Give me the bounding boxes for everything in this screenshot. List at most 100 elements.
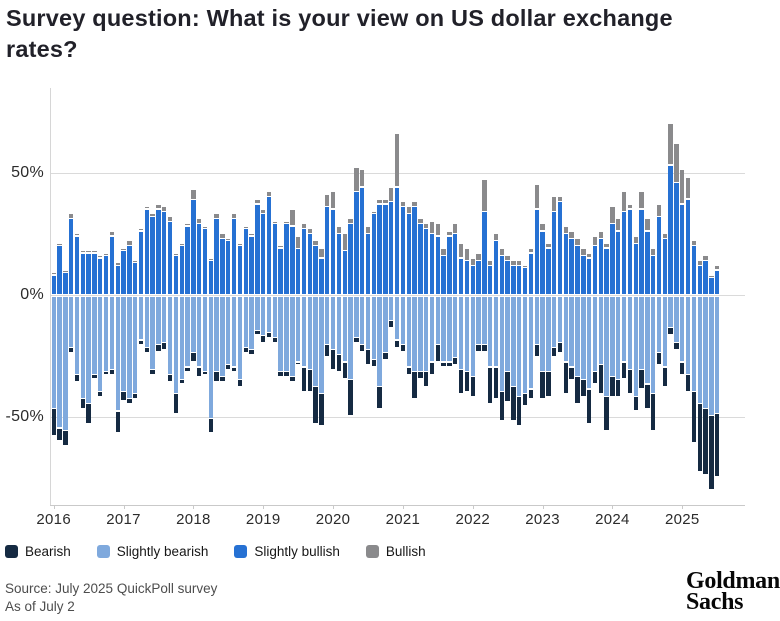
segment-slightly-bearish (464, 296, 470, 372)
segment-slightly-bullish (511, 265, 516, 294)
segment-bullish (394, 133, 400, 187)
segment-slightly-bullish (575, 246, 580, 294)
segment-bullish (261, 209, 266, 214)
segment-bullish (383, 199, 388, 204)
segment-bullish (429, 221, 435, 233)
segment-slightly-bearish (266, 296, 272, 332)
segment-slightly-bullish (255, 204, 260, 294)
segment-bearish (447, 362, 452, 367)
segment-bullish (418, 219, 423, 223)
segment-slightly-bearish (610, 296, 615, 377)
segment-bullish (592, 236, 598, 246)
segment-slightly-bullish (237, 246, 243, 294)
segment-slightly-bearish (284, 296, 289, 372)
bar-2023-03 (552, 0, 557, 621)
segment-bullish (74, 234, 80, 236)
segment-bullish (336, 226, 342, 233)
segment-bearish (453, 357, 458, 364)
segment-bullish (144, 207, 149, 209)
bar-2016-01 (51, 0, 56, 621)
x-tick-2025 (682, 505, 684, 509)
x-tick-label-2025: 2025 (664, 511, 700, 528)
segment-slightly-bullish (63, 273, 68, 294)
segment-bullish (313, 241, 318, 246)
segment-bullish (650, 248, 656, 255)
segment-bullish (109, 231, 115, 236)
segment-slightly-bullish (249, 236, 254, 294)
segment-bearish (616, 379, 621, 396)
segment-slightly-bearish (150, 296, 155, 369)
page-title: Survey question: What is your view on US… (6, 5, 673, 62)
segment-slightly-bullish (668, 165, 673, 294)
segment-slightly-bullish (394, 187, 400, 294)
segment-bearish (656, 352, 662, 364)
segment-slightly-bearish (127, 296, 132, 399)
bar-2021-06 (429, 0, 435, 621)
segment-slightly-bearish (144, 296, 149, 347)
segment-slightly-bearish (86, 296, 91, 403)
x-tick-label-2016: 2016 (36, 511, 71, 528)
bar-2018-10 (243, 0, 248, 621)
segment-slightly-bullish (150, 216, 155, 294)
segment-slightly-bullish (656, 216, 662, 294)
segment-slightly-bullish (68, 219, 74, 294)
segment-slightly-bearish (505, 296, 510, 372)
bar-2025-06 (709, 0, 714, 621)
segment-bullish (319, 248, 324, 258)
segment-slightly-bullish (645, 231, 650, 294)
segment-slightly-bullish (534, 209, 539, 294)
bar-2018-03 (202, 0, 208, 621)
segment-bullish (697, 260, 702, 265)
segment-slightly-bearish (569, 296, 574, 367)
segment-slightly-bullish (144, 209, 149, 294)
bar-2019-12 (325, 0, 330, 621)
segment-slightly-bullish (266, 197, 272, 294)
segment-slightly-bullish (295, 248, 301, 294)
segment-slightly-bullish (365, 234, 371, 294)
segment-bearish (255, 330, 260, 335)
bar-2020-02 (336, 0, 342, 621)
segment-bearish (598, 365, 603, 394)
x-tick-label-2021: 2021 (385, 511, 421, 528)
segment-bearish (389, 321, 394, 328)
segment-bullish (563, 226, 569, 233)
segment-bearish (482, 345, 487, 352)
segment-slightly-bullish (476, 260, 481, 294)
segment-bearish (313, 387, 318, 423)
segment-slightly-bullish (616, 231, 621, 294)
segment-bullish (546, 243, 551, 248)
segment-slightly-bearish (237, 296, 243, 379)
segment-slightly-bearish (115, 296, 120, 411)
bar-2020-05 (354, 0, 359, 621)
legend-item-slightly-bearish: Slightly bearish (96, 544, 209, 559)
segment-bullish (249, 234, 254, 236)
segment-bullish (51, 273, 56, 275)
bar-2016-05 (74, 0, 80, 621)
segment-bearish (522, 394, 528, 406)
segment-bullish (301, 224, 307, 228)
y-axis-line (50, 88, 51, 505)
segment-slightly-bullish (458, 258, 464, 294)
segment-bearish (668, 328, 673, 335)
segment-slightly-bullish (109, 236, 115, 294)
bar-2022-01 (470, 0, 475, 621)
segment-slightly-bearish (488, 296, 493, 367)
bar-2017-01 (121, 0, 126, 621)
bar-2021-01 (400, 0, 406, 621)
segment-bullish (307, 229, 312, 233)
x-tick-label-2022: 2022 (455, 511, 491, 528)
bar-2018-01 (191, 0, 196, 621)
segment-bearish (423, 372, 429, 386)
bar-2024-12 (674, 0, 679, 621)
segment-bullish (173, 253, 179, 255)
segment-slightly-bearish (231, 296, 237, 367)
bar-2022-09 (517, 0, 522, 621)
legend-label: Bullish (385, 544, 426, 559)
bar-2025-03 (691, 0, 697, 621)
segment-bearish (633, 396, 638, 411)
legend-label: Slightly bearish (116, 544, 209, 559)
bar-2022-06 (499, 0, 505, 621)
segment-slightly-bullish (441, 256, 446, 294)
x-tick-label-2017: 2017 (106, 511, 141, 528)
